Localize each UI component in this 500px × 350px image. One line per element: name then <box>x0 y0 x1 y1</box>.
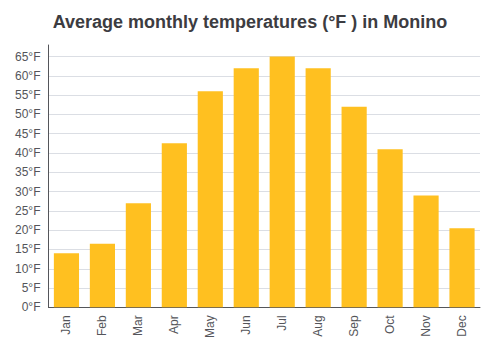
svg-text:Jun: Jun <box>239 315 253 334</box>
svg-text:Apr: Apr <box>167 315 181 334</box>
svg-text:10°F: 10°F <box>15 262 40 276</box>
svg-text:30°F: 30°F <box>15 185 40 199</box>
svg-text:65°F: 65°F <box>15 50 40 64</box>
svg-text:Oct: Oct <box>383 315 397 334</box>
svg-text:60°F: 60°F <box>15 69 40 83</box>
svg-text:35°F: 35°F <box>15 165 40 179</box>
svg-text:25°F: 25°F <box>15 204 40 218</box>
svg-text:Average monthly temperatures (: Average monthly temperatures (°F ) in Mo… <box>53 12 448 32</box>
svg-text:Mar: Mar <box>131 315 145 336</box>
svg-text:5°F: 5°F <box>22 281 41 295</box>
svg-text:50°F: 50°F <box>15 107 40 121</box>
svg-text:0°F: 0°F <box>22 300 41 314</box>
svg-text:May: May <box>203 315 217 338</box>
svg-text:Nov: Nov <box>419 315 433 336</box>
svg-text:Feb: Feb <box>95 315 109 336</box>
svg-text:Jan: Jan <box>59 315 73 334</box>
svg-text:15°F: 15°F <box>15 242 40 256</box>
svg-text:Jul: Jul <box>275 315 289 330</box>
svg-text:Aug: Aug <box>311 315 325 336</box>
svg-text:Sep: Sep <box>347 315 361 337</box>
svg-text:Dec: Dec <box>455 315 469 336</box>
svg-text:40°F: 40°F <box>15 146 40 160</box>
svg-text:45°F: 45°F <box>15 127 40 141</box>
svg-text:55°F: 55°F <box>15 88 40 102</box>
svg-text:20°F: 20°F <box>15 223 40 237</box>
